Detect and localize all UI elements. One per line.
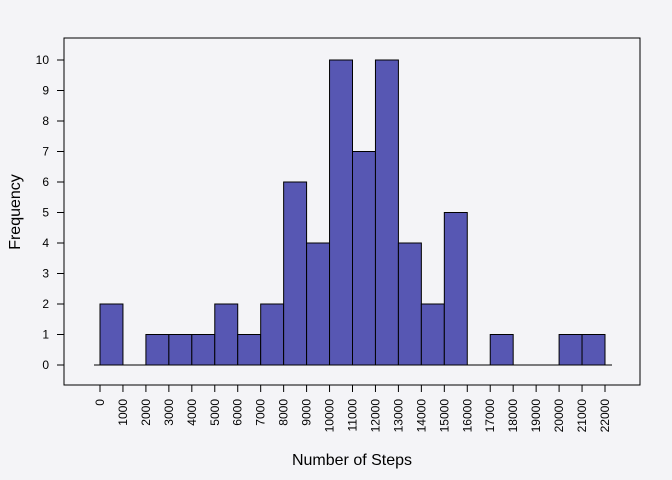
bar [397,242,422,366]
x-tick-label: 22000 [598,399,612,433]
bar [145,334,170,366]
x-tick-label: 21000 [575,399,589,433]
y-axis-title: Frequency [7,174,24,250]
y-tick-label: 7 [42,145,49,159]
bar [352,151,376,366]
x-tick-label: 18000 [506,399,520,433]
x-tick-label: 16000 [460,399,474,433]
x-tick-label: 0 [93,399,107,406]
x-tick-label: 15000 [437,399,451,433]
x-tick-label: 14000 [414,399,428,433]
x-tick-label: 3000 [162,399,176,426]
bar [420,303,445,366]
x-tick-label: 19000 [529,399,543,433]
bar [283,181,308,366]
bar [581,334,606,366]
bar [99,303,124,366]
y-tick-label: 1 [42,328,49,342]
bar [214,303,239,366]
x-tick-label: 2000 [139,399,153,426]
x-tick-label: 13000 [391,399,405,433]
y-tick-label: 9 [42,84,49,98]
x-tick-label: 10000 [323,399,337,433]
x-tick-label: 12000 [368,399,382,433]
x-tick-label: 1000 [116,399,130,426]
bar [489,334,514,366]
x-tick-label: 7000 [254,399,268,426]
bar [191,334,216,366]
bar [443,212,468,366]
x-tick-label: 17000 [483,399,497,433]
x-tick-label: 5000 [208,399,222,426]
bar [329,59,353,366]
bar [306,242,331,366]
y-tick-label: 3 [42,267,49,281]
y-tick-label: 8 [42,114,49,128]
x-axis: 0 1000 2000 3000 4000 5000 6000 7000 8000 9000 100… [93,384,612,433]
x-tick-label: 6000 [231,399,245,426]
bar [168,334,193,366]
x-axis-title: Number of Steps [292,452,412,469]
y-tick-label: 0 [42,358,49,372]
bar [260,303,285,366]
x-tick-label: 20000 [552,399,566,433]
y-tick-label: 10 [36,53,50,67]
x-tick-label: 4000 [185,399,199,426]
y-tick-label: 2 [42,297,49,311]
y-tick-label: 4 [42,236,49,250]
bar [374,59,399,366]
x-tick-label: 8000 [277,399,291,426]
bar [558,334,583,366]
y-axis: 0 1 2 3 4 5 6 7 8 9 10 [36,53,65,372]
y-tick-label: 6 [42,175,49,189]
bar [237,334,262,366]
x-tick-label: 11000 [346,399,360,432]
y-tick-label: 5 [42,206,49,220]
x-tick-label: 9000 [300,399,314,426]
bars-group [99,59,606,366]
